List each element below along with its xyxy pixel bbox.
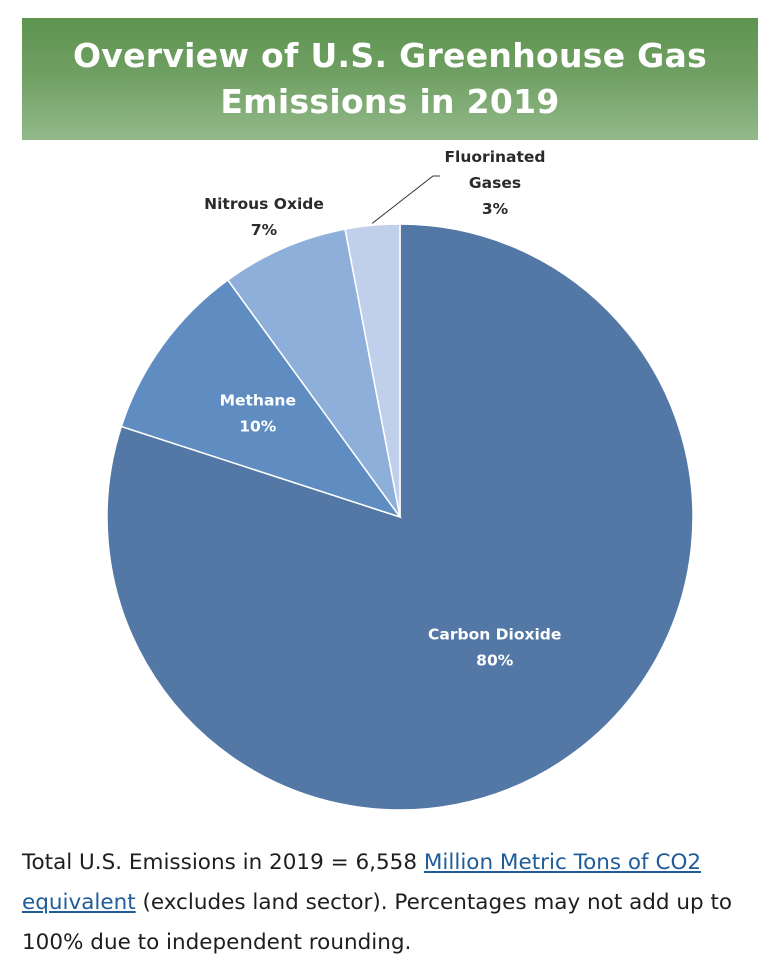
chart-caption: Total U.S. Emissions in 2019 = 6,558 Mil… — [22, 843, 762, 963]
caption-text-start: Total U.S. Emissions in 2019 = 6,558 — [22, 850, 424, 875]
slice-percent-nitrous-oxide: 7% — [251, 221, 278, 239]
chart-title-line-2: Emissions in 2019 — [220, 82, 560, 121]
slice-name-fluorinated-gases-1: Fluorinated — [444, 148, 545, 166]
leader-line-fluorinated-gases — [371, 175, 440, 224]
pie-chart: Carbon Dioxide 80% Methane 10% Nitrous Oxide… — [106, 148, 694, 811]
slice-name-methane: Methane — [220, 392, 296, 410]
pie-slice-fluorinated-gases — [344, 223, 401, 518]
chart-title-line-1: Overview of U.S. Greenhouse Gas — [72, 36, 708, 75]
pie-slice-methane — [120, 278, 402, 519]
slice-name-nitrous-oxide: Nitrous Oxide — [204, 195, 324, 213]
slice-percent-carbon-dioxide: 80% — [476, 651, 514, 669]
title-banner: Overview of U.S. Greenhouse Gas Emission… — [22, 18, 758, 140]
slice-percent-fluorinated-gases: 3% — [482, 200, 509, 218]
caption-text-end: (excludes land sector). Percentages may … — [22, 890, 733, 955]
pie-slice-nitrous-oxide — [226, 228, 401, 518]
slice-name-carbon-dioxide: Carbon Dioxide — [428, 625, 561, 643]
slice-percent-methane: 10% — [239, 418, 277, 436]
slice-name-fluorinated-gases-2: Gases — [469, 174, 521, 192]
units-link[interactable]: Million Metric Tons of CO2 equivalent — [22, 850, 702, 915]
